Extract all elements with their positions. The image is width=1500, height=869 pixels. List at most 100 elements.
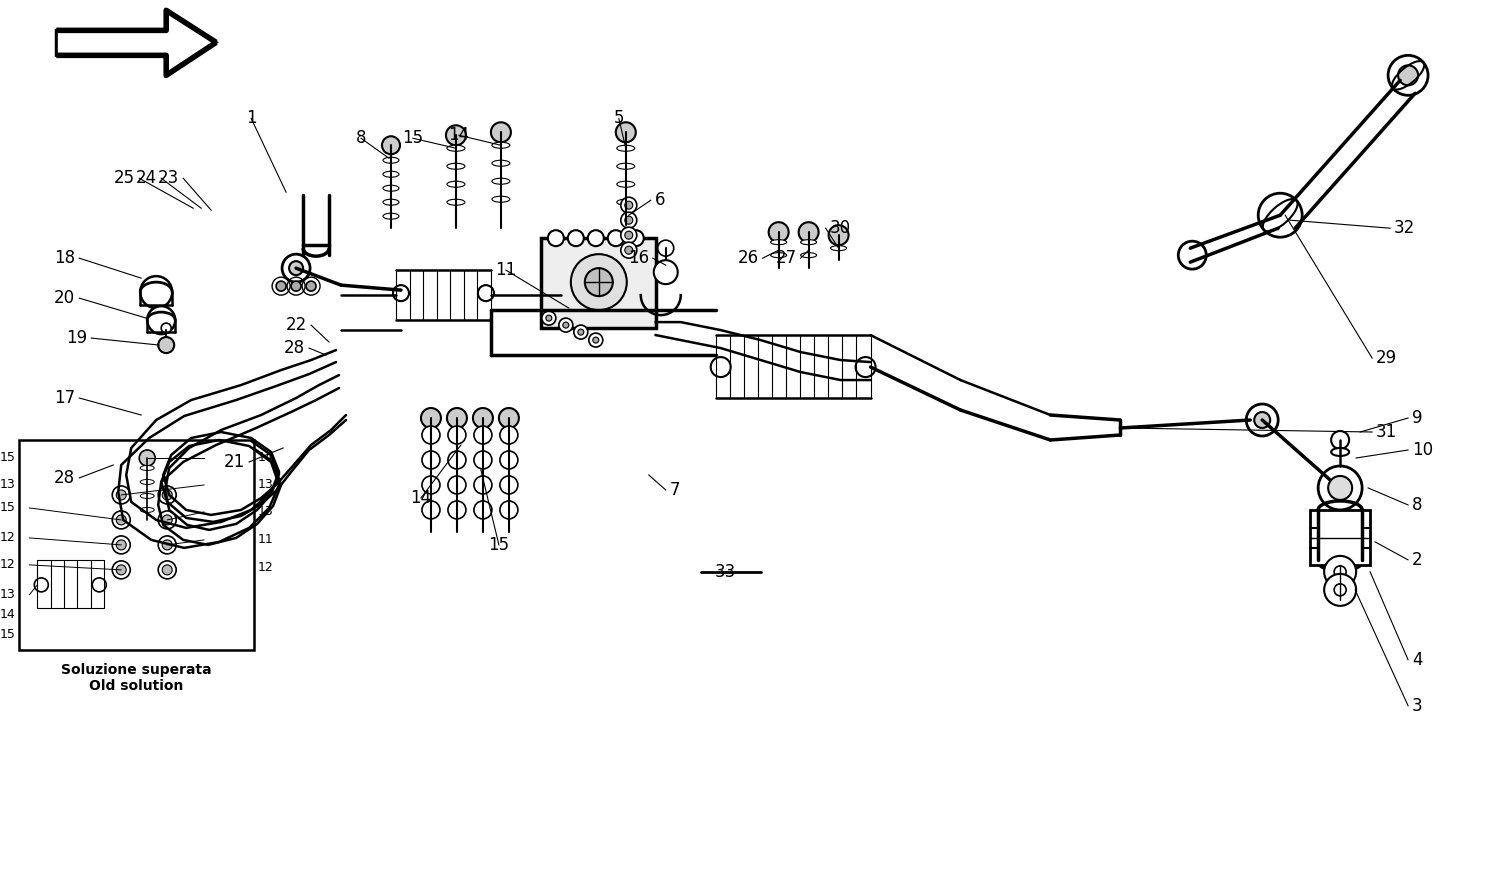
Text: 29: 29 — [1376, 349, 1396, 367]
Ellipse shape — [492, 143, 510, 149]
Ellipse shape — [492, 196, 510, 202]
Circle shape — [500, 408, 519, 428]
Circle shape — [290, 262, 303, 275]
Ellipse shape — [771, 253, 786, 258]
Circle shape — [711, 357, 730, 377]
Circle shape — [116, 540, 126, 550]
Circle shape — [568, 230, 584, 246]
Text: 13: 13 — [258, 506, 274, 519]
Text: 11: 11 — [258, 534, 274, 547]
Circle shape — [590, 333, 603, 347]
Ellipse shape — [801, 253, 816, 258]
Circle shape — [626, 202, 633, 209]
Text: 33: 33 — [716, 563, 736, 580]
Circle shape — [393, 285, 410, 302]
Text: 8: 8 — [1412, 496, 1422, 514]
Ellipse shape — [140, 507, 154, 513]
Circle shape — [112, 511, 130, 529]
Text: 32: 32 — [1394, 219, 1416, 237]
Ellipse shape — [801, 240, 816, 245]
Text: 10: 10 — [1412, 441, 1432, 459]
Circle shape — [621, 242, 638, 258]
Text: 15: 15 — [489, 536, 510, 554]
Polygon shape — [57, 10, 216, 76]
Circle shape — [500, 501, 517, 519]
Circle shape — [382, 136, 400, 155]
Circle shape — [422, 476, 440, 494]
Circle shape — [1398, 65, 1417, 85]
Circle shape — [158, 536, 176, 554]
Ellipse shape — [140, 466, 154, 470]
Ellipse shape — [447, 182, 465, 187]
Circle shape — [160, 323, 171, 333]
Text: 4: 4 — [1412, 651, 1422, 669]
Circle shape — [158, 561, 176, 579]
Circle shape — [560, 318, 573, 332]
Circle shape — [572, 254, 627, 310]
Circle shape — [592, 337, 598, 343]
Ellipse shape — [140, 494, 154, 499]
Text: 18: 18 — [54, 249, 75, 267]
Text: Soluzione superata: Soluzione superata — [62, 663, 211, 677]
Circle shape — [768, 222, 789, 242]
Circle shape — [162, 540, 172, 550]
Circle shape — [1318, 466, 1362, 510]
Text: 19: 19 — [66, 329, 87, 347]
Circle shape — [162, 565, 172, 575]
Ellipse shape — [616, 163, 634, 169]
Circle shape — [1258, 193, 1302, 237]
Circle shape — [112, 486, 130, 504]
Text: 28: 28 — [284, 339, 304, 357]
Circle shape — [422, 408, 441, 428]
Text: 30: 30 — [830, 219, 850, 237]
Text: 15: 15 — [0, 452, 15, 464]
Circle shape — [626, 246, 633, 254]
Bar — [20, 440, 254, 650]
Ellipse shape — [492, 178, 510, 184]
Circle shape — [1324, 574, 1356, 606]
Text: 12: 12 — [258, 561, 274, 574]
Ellipse shape — [1330, 448, 1348, 456]
Text: 7: 7 — [669, 481, 680, 499]
Circle shape — [500, 476, 517, 494]
Circle shape — [621, 227, 638, 243]
Text: 21: 21 — [224, 453, 245, 471]
Circle shape — [306, 282, 316, 291]
Circle shape — [158, 337, 174, 353]
Ellipse shape — [447, 163, 465, 169]
Text: 6: 6 — [656, 191, 666, 209]
Circle shape — [855, 357, 876, 377]
Circle shape — [422, 426, 440, 444]
Text: 13: 13 — [0, 479, 15, 492]
Circle shape — [1254, 412, 1270, 428]
Text: 17: 17 — [54, 389, 75, 407]
Circle shape — [588, 230, 604, 246]
Circle shape — [608, 230, 624, 246]
Circle shape — [621, 212, 638, 229]
Circle shape — [448, 451, 466, 469]
Text: 12: 12 — [0, 559, 15, 572]
Circle shape — [448, 476, 466, 494]
Circle shape — [291, 282, 302, 291]
Circle shape — [478, 285, 494, 302]
Text: 23: 23 — [158, 169, 178, 187]
Circle shape — [116, 490, 126, 500]
Circle shape — [93, 578, 106, 592]
Text: 31: 31 — [1376, 423, 1398, 441]
Circle shape — [500, 426, 517, 444]
Ellipse shape — [382, 157, 399, 163]
Circle shape — [422, 501, 440, 519]
Circle shape — [474, 451, 492, 469]
Circle shape — [116, 515, 126, 525]
Text: 14: 14 — [411, 489, 432, 507]
Circle shape — [616, 123, 636, 143]
Circle shape — [447, 408, 466, 428]
Text: 24: 24 — [136, 169, 158, 187]
Circle shape — [116, 565, 126, 575]
Circle shape — [162, 490, 172, 500]
Circle shape — [500, 451, 517, 469]
Circle shape — [585, 269, 614, 296]
Ellipse shape — [140, 480, 154, 484]
Text: 1: 1 — [246, 109, 256, 127]
Text: 26: 26 — [738, 249, 759, 267]
